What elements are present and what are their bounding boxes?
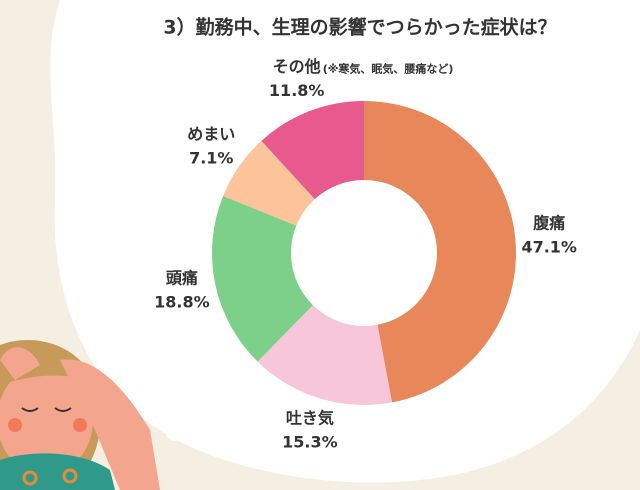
segment-label: 吐き気 — [286, 408, 334, 427]
segment-label: 頭痛 — [166, 268, 198, 287]
value-label: 18.8% — [154, 292, 210, 311]
donut-segment — [257, 305, 392, 406]
annotation: (※寒気、眠気、腰痛など) — [323, 62, 454, 76]
segment-label: その他 — [273, 57, 321, 76]
value-label: 11.8% — [269, 81, 325, 100]
donut-segment — [261, 101, 364, 200]
segment-label: めまい — [187, 124, 235, 143]
donut-segment — [212, 195, 313, 362]
illustration — [0, 339, 160, 490]
thought-bubble — [196, 391, 224, 419]
donut-segment — [364, 101, 516, 403]
value-label: 7.1% — [189, 148, 233, 167]
chart-title: 3）勤務中、生理の影響でつらかった症状は？ — [163, 16, 556, 39]
value-label: 15.3% — [282, 432, 338, 451]
segment-label: 腹痛 — [533, 213, 565, 232]
thought-bubble — [166, 423, 184, 441]
value-label: 47.1% — [521, 237, 577, 256]
donut-segment — [223, 140, 315, 226]
cloud — [50, 0, 640, 483]
